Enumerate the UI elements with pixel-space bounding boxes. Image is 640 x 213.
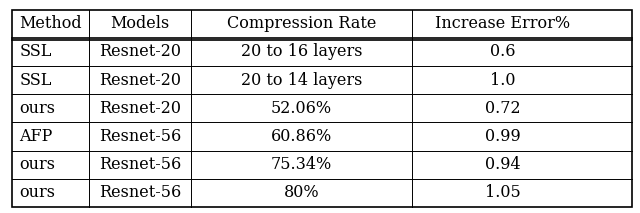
Text: SSL: SSL: [19, 72, 52, 89]
Text: AFP: AFP: [19, 128, 52, 145]
Text: Resnet-56: Resnet-56: [99, 156, 181, 173]
Text: ours: ours: [19, 156, 55, 173]
Text: 20 to 16 layers: 20 to 16 layers: [241, 43, 362, 60]
Text: ours: ours: [19, 100, 55, 117]
Text: 60.86%: 60.86%: [271, 128, 332, 145]
Text: Increase Error%: Increase Error%: [435, 15, 570, 32]
Text: 1.0: 1.0: [490, 72, 516, 89]
Text: 1.05: 1.05: [485, 184, 521, 201]
Text: 75.34%: 75.34%: [271, 156, 332, 173]
Text: 0.99: 0.99: [485, 128, 521, 145]
Text: Resnet-20: Resnet-20: [99, 100, 181, 117]
Text: Method: Method: [19, 15, 81, 32]
Text: Resnet-56: Resnet-56: [99, 184, 181, 201]
Text: 0.72: 0.72: [485, 100, 521, 117]
Text: Resnet-20: Resnet-20: [99, 72, 181, 89]
Text: 80%: 80%: [284, 184, 319, 201]
Text: Compression Rate: Compression Rate: [227, 15, 376, 32]
Text: 0.94: 0.94: [485, 156, 521, 173]
Text: 52.06%: 52.06%: [271, 100, 332, 117]
Text: ours: ours: [19, 184, 55, 201]
Text: Resnet-20: Resnet-20: [99, 43, 181, 60]
Text: SSL: SSL: [19, 43, 52, 60]
Text: 20 to 14 layers: 20 to 14 layers: [241, 72, 362, 89]
Text: 0.6: 0.6: [490, 43, 516, 60]
Text: Models: Models: [111, 15, 170, 32]
Text: Resnet-56: Resnet-56: [99, 128, 181, 145]
